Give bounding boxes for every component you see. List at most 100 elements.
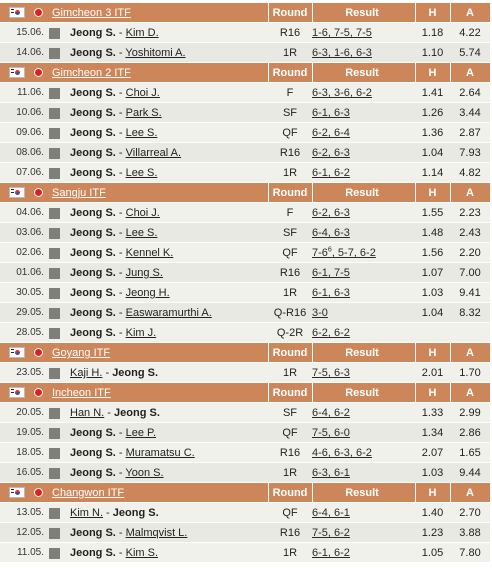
match-date: 08.06. [16,147,44,158]
player-name: Jeong S. [70,127,116,139]
tournament-header: Gimcheon 3 ITF Round Result H A [0,3,490,23]
vs-separator: - [115,207,126,219]
tennis-ball-icon [34,388,43,397]
column-divider [312,63,313,83]
match-date: 18.05. [16,447,44,458]
opponent-link[interactable]: Park S. [125,107,162,119]
vs-separator: - [115,227,126,239]
round-header: Round [272,7,308,19]
match-result-link[interactable]: 1-6, 7-5, 7-5 [312,27,372,39]
match-row: 18.05. Jeong S. - Muramatsu C. R16 4-6, 6-3… [0,443,490,463]
match-result-link[interactable]: 6-2, 6-3 [312,207,350,219]
match-result-link[interactable]: 7-5, 6-0 [312,427,350,439]
surface-icon [49,28,60,39]
player-name: Jeong S. [70,247,116,259]
opponent-link[interactable]: Lee S. [125,127,158,139]
opponent-link[interactable]: Choi J. [125,207,160,219]
tournament-name-link[interactable]: Gimcheon 3 ITF [52,7,131,19]
round-header: Round [272,67,308,79]
result-header: Result [345,347,379,359]
opponent-link[interactable]: Lee S. [125,167,158,179]
opponent-link[interactable]: Kim S. [125,547,159,559]
surface-icon [49,508,60,519]
away-odds: 4.82 [459,167,481,179]
opponent-link[interactable]: Villarreal A. [125,147,182,159]
opponent-link[interactable]: Kennel K. [125,247,174,259]
match-result-link[interactable]: 6-2, 6-3 [312,147,350,159]
opponent-link[interactable]: Yoshitomi A. [125,47,186,59]
opponent-link[interactable]: Muramatsu C. [125,447,195,459]
away-odds-header: A [466,7,474,19]
match-result-cell: 7-5, 6-0 [312,423,415,443]
match-result-link[interactable]: 4-6, 6-3, 6-2 [312,447,372,459]
player-name: Jeong S. [70,527,116,539]
opponent-link[interactable]: Lee S. [125,227,158,239]
opponent-link[interactable]: Kim D. [125,27,159,39]
opponent-link[interactable]: Malmqvist L. [125,527,188,539]
match-result-link[interactable]: 6-1, 6-2 [312,167,350,179]
opponent-link[interactable]: Lee P. [125,427,157,439]
opponent-link[interactable]: Easwaramurthi A. [125,307,212,319]
match-round: 1R [282,167,298,179]
surface-icon [49,528,60,539]
match-result-cell: 6-3, 1-6, 6-3 [312,43,415,63]
player-name: Jeong S. [70,447,116,459]
tournament-name-link[interactable]: Sangju ITF [52,187,106,199]
match-result-cell: 6-4, 6-3 [312,223,415,243]
match-result-link[interactable]: 6-4, 6-3 [312,227,350,239]
tournament-name-link[interactable]: Goyang ITF [52,347,111,359]
opponent-link[interactable]: Han N. [70,407,105,419]
surface-icon [49,248,60,259]
match-players: Jeong S. - Lee S. [70,163,270,183]
match-result-cell: 6-4, 6-1 [312,503,415,523]
opponent-link[interactable]: Jeong H. [125,287,170,299]
away-odds: 1.65 [459,447,481,459]
vs-separator: - [115,467,126,479]
opponent-link[interactable]: Kim J. [125,327,157,339]
match-result-link[interactable]: 6-3, 6-1 [312,467,350,479]
match-result-link[interactable]: 6-3, 3-6, 6-2 [312,87,372,99]
match-result-link[interactable]: 6-1, 6-3 [312,287,350,299]
match-row: 13.05. Kim N. - Jeong S. QF 6-4, 6-1 1.40 2.7… [0,503,490,523]
vs-separator: - [115,107,126,119]
vs-separator: - [104,407,115,419]
opponent-link[interactable]: Kaji H. [70,367,103,379]
home-odds: 1.41 [421,87,444,99]
match-row: 15.06. Jeong S. - Kim D. R16 1-6, 7-5, 7-5 1… [0,23,490,43]
tournament-name-link[interactable]: Changwon ITF [52,487,125,499]
surface-icon [49,48,60,59]
match-result-link[interactable]: 6-4, 6-1 [312,507,350,519]
opponent-link[interactable]: Kim N. [70,507,103,519]
match-result-link[interactable]: 6-4, 6-2 [312,407,350,419]
round-header: Round [272,347,308,359]
match-result-link[interactable]: 6-1, 6-3 [312,107,350,119]
match-result-link[interactable]: 6-2, 6-4 [312,127,350,139]
away-odds: 9.41 [459,287,481,299]
match-result-link[interactable]: 6-1, 7-5 [312,267,350,279]
match-result-link[interactable]: 3-0 [312,307,328,319]
match-result-link[interactable]: 6-1, 6-2 [312,547,350,559]
match-result-link[interactable]: 7-66, 5-7, 6-2 [312,246,376,259]
match-result-link[interactable]: 6-2, 6-2 [312,327,350,339]
away-odds: 3.88 [459,527,481,539]
match-result-link[interactable]: 7-5, 6-2 [312,527,350,539]
tournament-name-link[interactable]: Incheon ITF [52,387,111,399]
match-result-link[interactable]: 6-3, 1-6, 6-3 [312,47,372,59]
opponent-link[interactable]: Jung S. [125,267,163,279]
opponent-link[interactable]: Choi J. [125,87,160,99]
away-odds-header: A [466,387,474,399]
match-date: 29.05. [16,307,44,318]
match-round: Q-R16 [273,307,307,319]
match-round: R16 [279,27,301,39]
column-divider [268,483,269,503]
player-name: Jeong S. [70,327,116,339]
column-divider [450,183,451,203]
match-result-link[interactable]: 7-5, 6-3 [312,367,350,379]
column-divider [450,343,451,363]
opponent-link[interactable]: Yoon S. [125,467,164,479]
column-divider [415,3,416,23]
column-divider [312,383,313,403]
tournament-name-link[interactable]: Gimcheon 2 ITF [52,67,131,79]
away-odds: 9.44 [459,467,481,479]
away-odds-header: A [466,347,474,359]
